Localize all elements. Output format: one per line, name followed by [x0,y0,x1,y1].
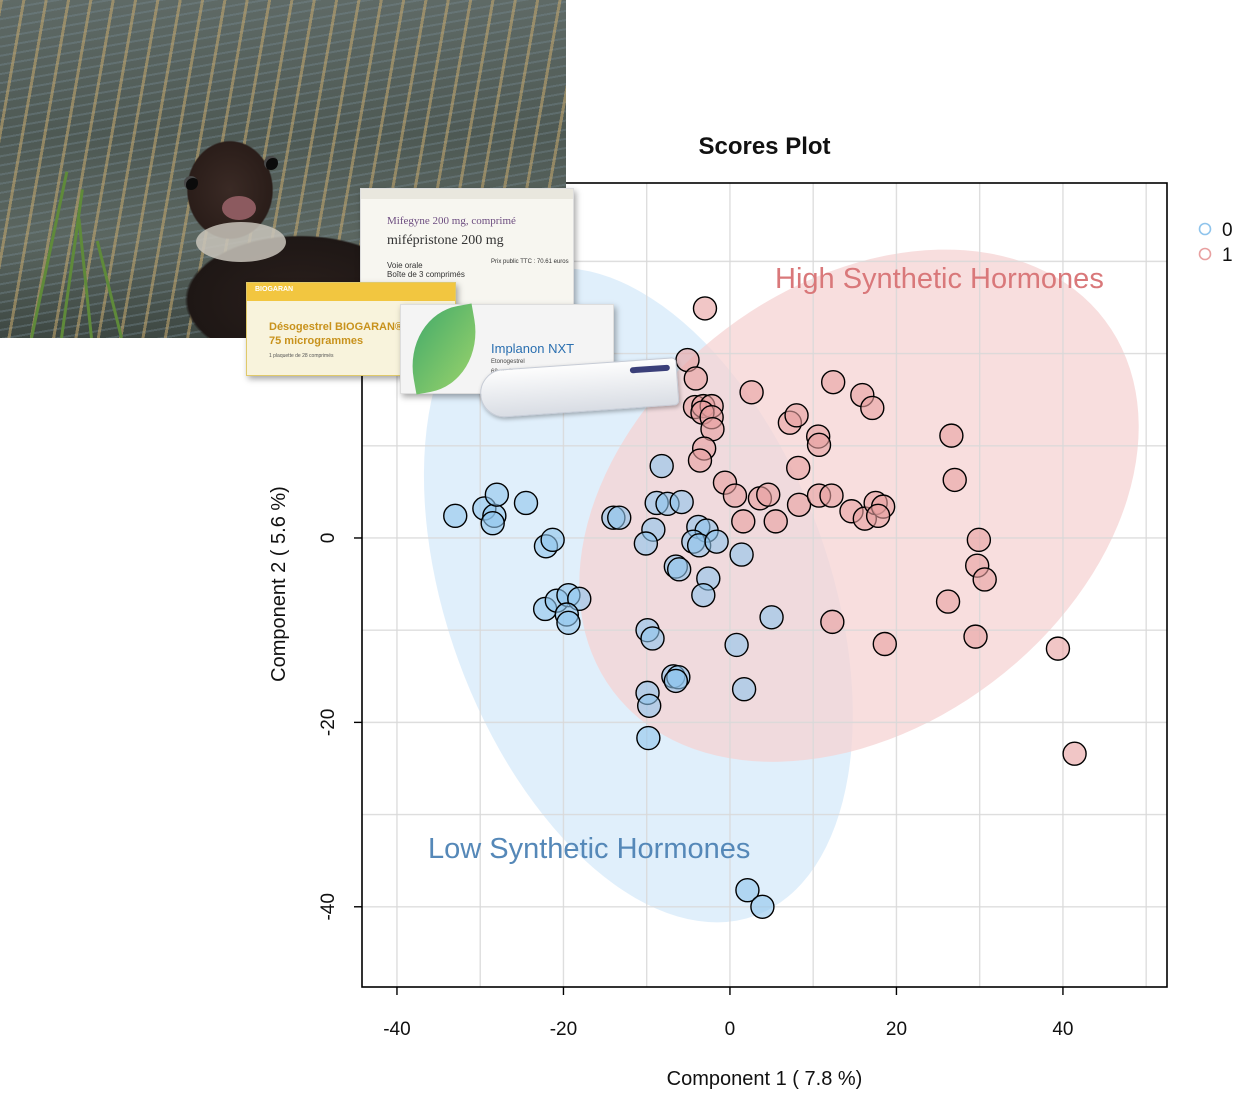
data-point-group-0 [724,632,749,658]
legend: 0 1 [1198,220,1233,266]
data-point-group-1 [731,509,756,534]
data-point-group-0 [443,503,468,529]
y-tick-label: -20 [318,709,339,736]
data-points [443,296,1087,919]
data-point-group-1 [763,509,788,534]
data-point-group-0 [484,482,510,507]
x-tick-label: 20 [886,1019,907,1040]
data-point-group-1 [966,527,992,553]
annotation-layer: High Synthetic Hormones Low Synthetic Ho… [428,263,1104,865]
data-point-group-1 [1062,741,1087,766]
x-tick-label: -40 [383,1019,410,1040]
legend-label-0: 0 [1222,220,1233,241]
data-point-group-1 [939,423,964,448]
data-point-group-0 [691,582,716,608]
x-axis-label: Component 1 ( 7.8 %) [667,1068,863,1090]
data-point-group-1 [1045,636,1071,661]
y-tick-label: 0 [318,533,339,544]
mink-eye-left [184,176,198,190]
data-point-group-1 [786,455,811,481]
data-point-group-1 [860,395,885,421]
mink-muzzle [196,222,286,262]
plot-frame [361,182,1168,988]
data-point-group-1 [935,589,961,614]
data-point-group-1 [692,296,718,321]
data-point-group-0 [480,511,505,536]
data-point-group-0 [704,529,729,554]
data-point-group-0 [607,505,632,530]
legend-marker-0 [1198,222,1212,236]
data-point-group-0 [540,527,565,553]
data-point-group-0 [729,542,754,567]
mink-nose [222,196,256,220]
data-point-group-1 [687,448,713,473]
data-point-group-0 [735,877,760,903]
legend-label-1: 1 [1222,245,1233,266]
reed [77,218,93,338]
data-point-group-0 [633,531,659,556]
data-point-group-1 [972,567,997,592]
data-point-group-0 [669,489,694,515]
x-tick-label: 0 [725,1019,736,1040]
data-point-group-1 [942,467,967,493]
data-point-group-0 [666,557,692,582]
data-point-group-1 [819,483,844,508]
y-tick-label: -40 [318,893,339,920]
reed [95,240,123,338]
data-point-group-1 [963,624,988,649]
data-point-group-1 [756,482,781,507]
data-point-group-0 [731,676,757,702]
data-point-group-0 [649,453,674,479]
data-point-group-0 [513,490,539,516]
x-tick-label: 40 [1052,1019,1073,1040]
data-point-group-0 [637,693,662,718]
annotation-high-synthetic-hormones: High Synthetic Hormones [775,263,1104,295]
data-point-group-1 [820,609,845,635]
data-point-group-1 [722,483,748,508]
annotation-low-synthetic-hormones: Low Synthetic Hormones [428,833,750,865]
data-point-group-1 [865,503,891,529]
data-point-group-1 [786,492,812,517]
data-point-group-0 [663,668,689,694]
data-point-group-0 [640,626,665,651]
data-point-group-1 [806,432,832,458]
data-point-group-0 [636,725,661,751]
data-point-group-0 [759,605,784,630]
axis-ticks: -40 -20 0 20 40 -40 -20 0 [318,533,1074,1040]
data-point-group-1 [683,366,709,391]
mink-eye-right [264,156,278,170]
legend-marker-1 [1198,247,1212,261]
data-point-group-1 [784,403,809,428]
reed [60,189,84,338]
data-point-group-1 [820,369,846,395]
y-axis-label: Component 2 ( 5.6 %) [268,486,290,682]
chart-title: Scores Plot [698,133,830,160]
data-point-group-0 [556,610,581,636]
data-point-group-1 [872,631,897,657]
x-tick-label: -20 [550,1019,577,1040]
data-point-group-0 [750,894,775,919]
data-point-group-1 [739,380,764,405]
